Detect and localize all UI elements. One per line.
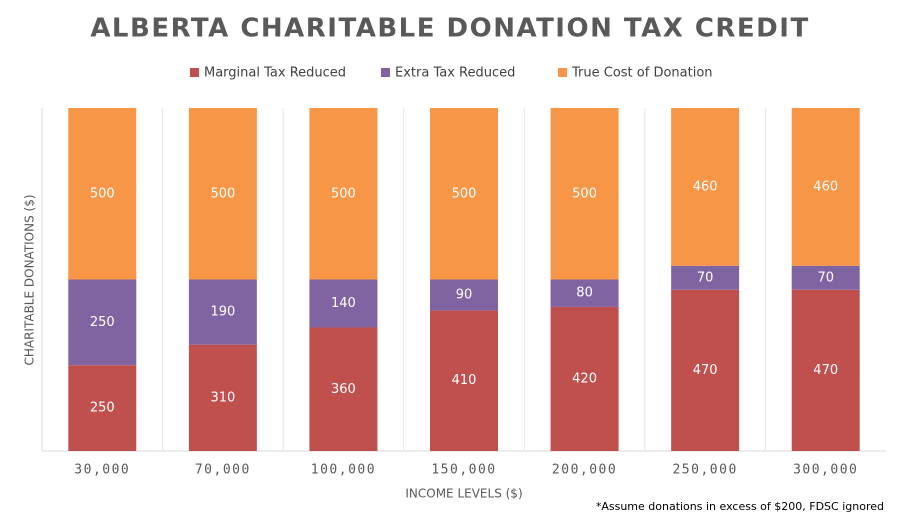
footnote: *Assume donations in excess of $200, FDS…: [596, 500, 884, 513]
bar-segment: [430, 108, 498, 280]
bar-segment: [309, 108, 378, 280]
bar-segment: [550, 306, 619, 451]
data-label: 460: [813, 179, 838, 194]
data-label: 500: [572, 186, 597, 201]
data-label: 250: [90, 401, 115, 416]
data-label: 500: [331, 186, 356, 201]
x-tick-label: 200,000: [552, 463, 617, 478]
legend-swatch: [381, 68, 390, 77]
bar-segment: [791, 265, 860, 290]
x-axis-label: INCOME LEVELS ($): [405, 487, 522, 501]
data-label: 460: [693, 179, 718, 194]
x-tick-label: 250,000: [672, 463, 737, 478]
bar-segment: [188, 279, 257, 345]
bar-segment: [791, 108, 860, 266]
data-label: 500: [210, 186, 235, 201]
legend-label: True Cost of Donation: [571, 66, 713, 81]
bar-segment: [68, 108, 137, 280]
bar-segment: [68, 279, 137, 366]
bar-segment: [671, 289, 740, 451]
data-label: 80: [576, 286, 593, 301]
data-label: 90: [456, 287, 473, 302]
data-label: 70: [697, 270, 714, 285]
data-label: 500: [452, 186, 477, 201]
bar-segment: [68, 365, 137, 451]
legend-label: Extra Tax Reduced: [395, 66, 515, 81]
bar-segment: [550, 108, 619, 280]
bar-segment: [791, 289, 860, 451]
data-label: 360: [331, 382, 356, 397]
legend-label: Marginal Tax Reduced: [204, 66, 346, 81]
x-tick-label: 100,000: [311, 463, 376, 478]
data-label: 250: [90, 315, 115, 330]
data-label: 420: [572, 371, 597, 386]
data-label: 410: [452, 373, 477, 388]
x-tick-label: 150,000: [431, 463, 496, 478]
bar-segment: [309, 279, 378, 328]
legend-swatch: [558, 68, 567, 77]
bar-segment: [309, 327, 378, 451]
chart-title: ALBERTA CHARITABLE DONATION TAX CREDIT: [90, 14, 809, 44]
bar-segment: [188, 344, 257, 451]
data-label: 140: [331, 296, 356, 311]
data-label: 310: [210, 390, 235, 405]
bar-segment: [671, 108, 740, 266]
y-axis-label: CHARITABLE DONATIONS ($): [23, 194, 37, 365]
legend-swatch: [190, 68, 199, 77]
bar-segment: [671, 265, 740, 290]
x-tick-label: 30,000: [74, 463, 130, 478]
x-tick-label: 300,000: [793, 463, 858, 478]
data-label: 470: [693, 363, 718, 378]
data-label: 500: [90, 186, 115, 201]
bar-segment: [430, 279, 498, 311]
data-label: 190: [210, 305, 235, 320]
bar-segment: [550, 279, 619, 307]
data-label: 470: [813, 363, 838, 378]
bar-segment: [430, 310, 498, 451]
x-tick-label: 70,000: [195, 463, 251, 478]
data-label: 70: [817, 270, 834, 285]
bar-segment: [188, 108, 257, 280]
